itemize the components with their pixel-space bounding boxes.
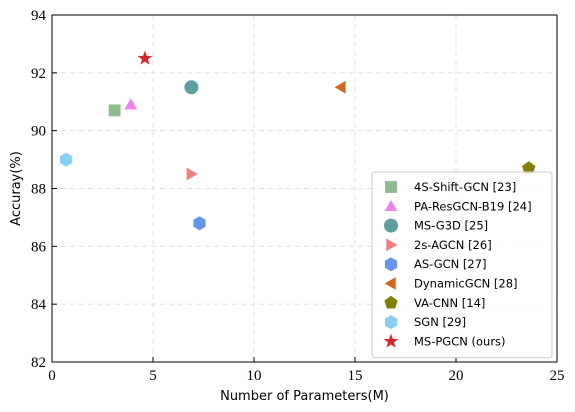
legend-marker: [386, 238, 398, 252]
y-tick-label: 92: [31, 66, 46, 82]
legend-label: 2s-AGCN [26]: [414, 238, 492, 252]
data-point: [334, 80, 346, 94]
legend-box: [371, 171, 553, 359]
x-tick-label: 5: [149, 368, 157, 384]
y-tick-label: 82: [31, 355, 46, 371]
y-tick-label: 86: [31, 239, 47, 255]
legend-marker: [384, 315, 398, 330]
data-point: [108, 104, 121, 117]
x-tick-label: 0: [48, 368, 56, 384]
x-tick-label: 25: [550, 368, 565, 384]
legend-label: SGN [29]: [414, 315, 466, 329]
data-point: [60, 152, 73, 167]
legend-marker: [384, 257, 398, 272]
y-axis-label: Accuray(%): [9, 151, 24, 226]
x-tick-label: 15: [348, 368, 363, 384]
legend: 4S-Shift-GCN [23] PA-ResGCN-B19 [24] MS-G3…: [371, 171, 553, 359]
legend-marker: [384, 218, 398, 233]
y-tick-label: 88: [31, 182, 46, 198]
x-axis-label: Number of Parameters(M): [220, 389, 389, 404]
y-tick-label: 84: [31, 297, 47, 313]
y-tick-label: 90: [31, 124, 46, 140]
data-point: [124, 98, 138, 110]
y-tick-label: 94: [31, 8, 47, 24]
legend-marker: [383, 333, 399, 348]
data-point: [137, 50, 153, 65]
grid: [52, 15, 557, 362]
legend-label: AS-GCN [27]: [414, 257, 487, 271]
legend-label: MS-PGCN (ours): [414, 334, 506, 348]
plot-frame: [51, 14, 558, 363]
legend-label: 4S-Shift-GCN [23]: [414, 180, 516, 194]
data-points: [60, 50, 536, 231]
legend-label: MS-G3D [25]: [414, 219, 488, 233]
legend-label: DynamicGCN [28]: [414, 277, 518, 291]
legend-marker: [384, 295, 398, 309]
data-point: [186, 167, 198, 181]
legend-label: VA-CNN [14]: [414, 296, 485, 310]
data-point: [522, 161, 536, 174]
axis-ticks: 0 5 10 15 20 25 82 84 86 88 90 92 94: [31, 8, 565, 384]
legend-label: PA-ResGCN-B19 [24]: [414, 199, 532, 213]
legend-marker: [384, 200, 398, 212]
legend-marker: [385, 181, 397, 193]
data-point: [193, 216, 206, 231]
legend-marker: [384, 277, 396, 290]
x-tick-label: 10: [247, 368, 262, 384]
data-point: [184, 80, 199, 95]
x-tick-label: 20: [449, 368, 464, 384]
